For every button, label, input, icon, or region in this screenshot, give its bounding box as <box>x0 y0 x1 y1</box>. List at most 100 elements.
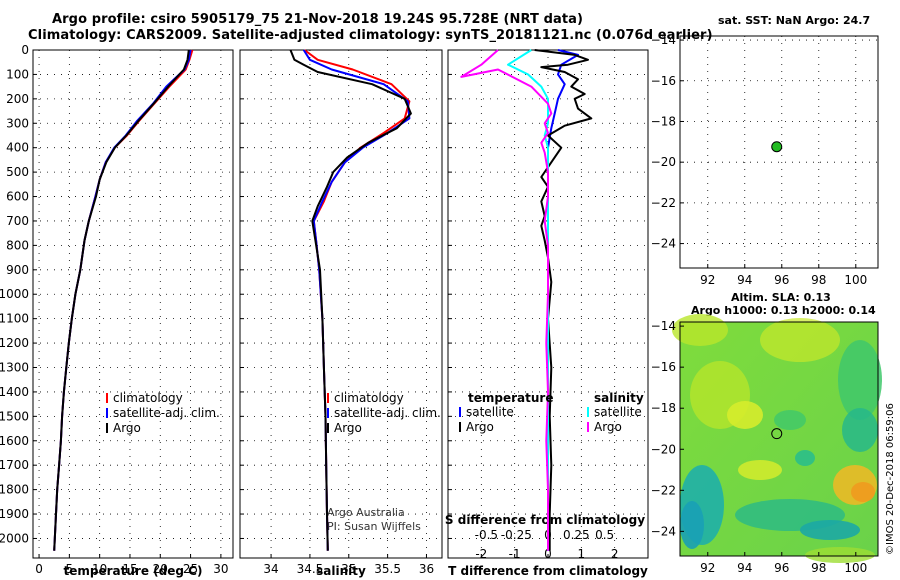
depth-tick-label: 900 <box>6 263 29 277</box>
sst_map-xtick-label: 98 <box>811 273 826 287</box>
credit-line2: PI: Susan Wijffels <box>327 520 421 533</box>
temperature-legend-label: Argo <box>113 421 141 435</box>
depth-tick-label: 1100 <box>0 312 29 326</box>
sst_map-ytick-label: −22 <box>651 196 676 210</box>
diff-t-tick-label: 2 <box>611 547 619 561</box>
salinity-xtick-label: 34.5 <box>297 562 324 576</box>
salinity-xlabel: salinity <box>316 564 366 578</box>
depth-tick-label: 1300 <box>0 361 29 375</box>
temperature-xtick-label: 10 <box>92 562 107 576</box>
temperature-xtick-label: 5 <box>66 562 74 576</box>
temperature-axes <box>32 49 234 559</box>
sla_map-ytick-label: −16 <box>651 360 676 374</box>
diff-s-legend-label: satellite <box>594 405 642 419</box>
sla-map-subtitle: Argo h1000: 0.13 h2000: 0.14 <box>691 304 876 317</box>
depth-tick-label: 600 <box>6 190 29 204</box>
sla_map-xtick-label: 94 <box>737 561 752 575</box>
sst_map-ytick-label: −14 <box>651 33 676 47</box>
temperature-xtick-label: 15 <box>122 562 137 576</box>
temperature-legend-label: climatology <box>113 391 183 405</box>
temperature-legend-label: satellite-adj. clim. <box>113 406 220 420</box>
diff-t-tick-label: -2 <box>475 547 487 561</box>
diff-t-tick-label: 0 <box>544 547 552 561</box>
depth-tick-label: 1800 <box>0 483 29 497</box>
depth-tick-label: 400 <box>6 141 29 155</box>
temperature-xtick-label: 25 <box>183 562 198 576</box>
diff-s-xlabel: S difference from climatology <box>445 513 645 527</box>
sst_map-ytick-label: −18 <box>651 114 676 128</box>
figure-title-line2: Climatology: CARS2009. Satellite-adjuste… <box>28 28 713 43</box>
sla_map-ytick-label: −14 <box>651 319 676 333</box>
salinity-xtick-label: 34 <box>263 562 278 576</box>
sst_map-xtick-label: 96 <box>774 273 789 287</box>
diff-legend-s-title: salinity <box>594 391 644 405</box>
depth-tick-label: 1000 <box>0 287 29 301</box>
sla_map-ytick-label: −22 <box>651 483 676 497</box>
sst_map-ytick-label: −24 <box>651 237 676 251</box>
salinity-legend-label: Argo <box>334 421 362 435</box>
temperature-xtick-label: 20 <box>153 562 168 576</box>
salinity-xtick-label: 35 <box>341 562 356 576</box>
salinity-xtick-label: 35.5 <box>374 562 401 576</box>
depth-tick-label: 800 <box>6 238 29 252</box>
sla_map-xtick-label: 98 <box>811 561 826 575</box>
diff-t-legend-label: satellite <box>466 405 514 419</box>
differences-series-temperature-satellite <box>547 49 579 551</box>
sla_map-xtick-label: 92 <box>700 561 715 575</box>
sla_map-xtick-label: 100 <box>844 561 867 575</box>
depth-tick-label: 700 <box>6 214 29 228</box>
salinity-legend-label: climatology <box>334 391 404 405</box>
diff-t-legend-label: Argo <box>466 420 494 434</box>
temperature-series-argo <box>53 49 190 551</box>
sla_map-argo-marker <box>771 428 783 440</box>
depth-tick-label: 1600 <box>0 434 29 448</box>
depth-tick-label: 0 <box>21 43 29 57</box>
depth-tick-label: 1200 <box>0 336 29 350</box>
diff-s-tick-label: 0.25 <box>563 528 590 542</box>
salinity-legend-label: satellite-adj. clim. <box>334 406 441 420</box>
sst_map-xtick-label: 94 <box>737 273 752 287</box>
sst_map-xtick-label: 92 <box>700 273 715 287</box>
differences-xlabel: T difference from climatology <box>448 564 648 578</box>
sst-map-title: sat. SST: NaN Argo: 24.7 <box>718 14 871 27</box>
depth-tick-label: 1700 <box>0 458 29 472</box>
sla_map-ytick-label: −18 <box>651 401 676 415</box>
figure-title-line1: Argo profile: csiro 5905179_75 21-Nov-20… <box>52 12 584 27</box>
sla-heatmap <box>672 314 882 563</box>
sst_map-xtick-label: 100 <box>844 273 867 287</box>
sst_map-ytick-label: −16 <box>651 74 676 88</box>
depth-tick-label: 500 <box>6 165 29 179</box>
diff-t-tick-label: -1 <box>509 547 521 561</box>
diff-t-tick-label: 1 <box>578 547 586 561</box>
depth-tick-label: 2000 <box>0 531 29 545</box>
diff-s-tick-label: -0.5 <box>475 528 498 542</box>
salinity-xtick-label: 36 <box>419 562 434 576</box>
salinity-series-argo <box>289 49 412 551</box>
sst-map-axes <box>679 35 879 269</box>
sst_map-ytick-label: −20 <box>651 155 676 169</box>
sst_map-argo-marker <box>771 141 783 153</box>
sla-map-title: Altim. SLA: 0.13 <box>731 291 831 304</box>
diff-legend-t-title: temperature <box>468 391 553 405</box>
sla_map-ytick-label: −24 <box>651 524 676 538</box>
temperature-xtick-label: 30 <box>213 562 228 576</box>
depth-tick-label: 1500 <box>0 409 29 423</box>
depth-tick-label: 1900 <box>0 507 29 521</box>
credit-line1: Argo Australia <box>327 506 405 519</box>
salinity-axes <box>239 49 443 559</box>
diff-s-tick-label: 0.5 <box>595 528 614 542</box>
differences-series-salinity-satellite <box>507 49 549 551</box>
differences-series-temperature-argo <box>534 49 593 551</box>
diff-s-legend-label: Argo <box>594 420 622 434</box>
temperature-xtick-label: 0 <box>35 562 43 576</box>
diff-s-tick-label: -0.25 <box>501 528 532 542</box>
sla_map-ytick-label: −20 <box>651 442 676 456</box>
temperature-xlabel: temperature (deg C) <box>64 564 203 578</box>
depth-tick-label: 200 <box>6 92 29 106</box>
sla-map-axes <box>679 321 879 557</box>
sla_map-xtick-label: 96 <box>774 561 789 575</box>
depth-tick-label: 300 <box>6 116 29 130</box>
differences-series-salinity-argo <box>460 49 553 551</box>
depth-tick-label: 100 <box>6 67 29 81</box>
